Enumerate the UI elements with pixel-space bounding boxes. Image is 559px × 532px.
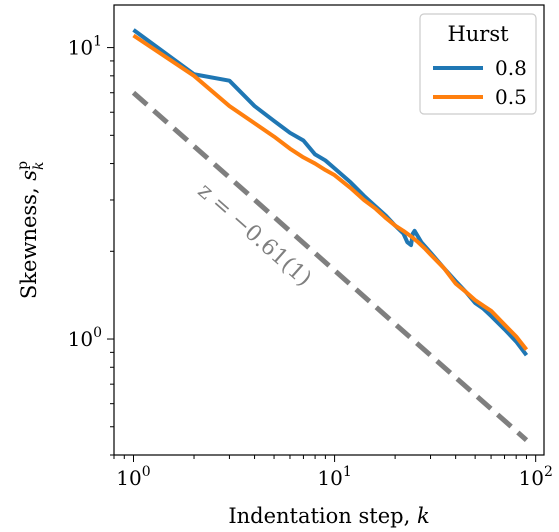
legend-title: Hurst (447, 22, 509, 46)
y-tick-label: 101 (68, 34, 102, 60)
x-tick-label: 101 (317, 464, 351, 490)
x-axis-label: Indentation step, k (228, 504, 429, 528)
series-line-0.5 (132, 33, 529, 351)
legend: Hurst 0.8 0.5 (419, 13, 537, 115)
series-line-0.8 (132, 28, 529, 357)
legend-label-0.8: 0.8 (495, 56, 527, 80)
legend-box (419, 13, 537, 115)
x-tick-label: 102 (518, 464, 552, 490)
y-tick-label: 100 (68, 325, 102, 351)
y-axis-label: Skewness, spk (15, 161, 47, 299)
reference-power-law-line (131, 90, 529, 442)
plot-frame (113, 4, 545, 456)
legend-label-0.5: 0.5 (495, 85, 527, 109)
x-tick-label: 100 (116, 464, 150, 490)
